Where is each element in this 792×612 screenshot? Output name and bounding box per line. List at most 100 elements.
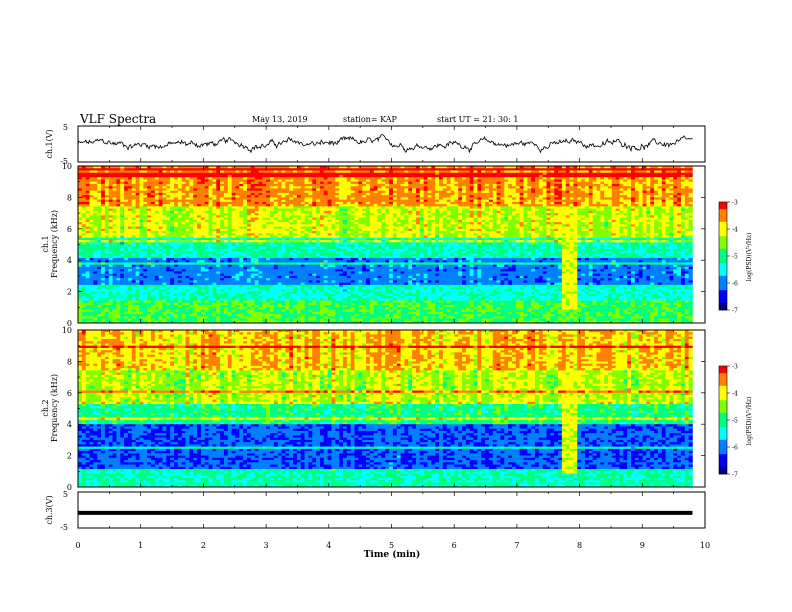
spectrogram-cell xyxy=(209,179,213,182)
spectrogram-cell xyxy=(343,170,347,173)
spectrogram-cell xyxy=(623,193,627,196)
spectrogram-cell xyxy=(408,197,412,200)
spectrogram-cell xyxy=(232,179,236,182)
spectrogram-cell xyxy=(397,188,401,191)
spectrogram-cell xyxy=(662,179,666,182)
spectrogram-cell xyxy=(86,197,90,200)
spectrogram-cell xyxy=(539,184,543,187)
spectrogram-cell xyxy=(297,179,301,182)
spectrogram-cell xyxy=(669,188,673,191)
spectrogram-cell xyxy=(608,177,612,180)
spectrogram-cell xyxy=(623,173,627,176)
spectrogram-cell xyxy=(278,191,282,194)
spectrogram-cell xyxy=(170,193,174,196)
spectrogram-cell xyxy=(466,175,470,178)
spectrogram-cell xyxy=(289,188,293,191)
spectrogram-cell xyxy=(627,177,631,180)
spectrogram-cell xyxy=(289,195,293,198)
spectrogram-cell xyxy=(596,191,600,194)
spectrogram-cell xyxy=(454,179,458,182)
spectrogram-cell xyxy=(612,184,616,187)
spectrogram-cell xyxy=(616,177,620,180)
spectrogram-cell xyxy=(646,175,650,178)
spectrogram-cell xyxy=(412,195,416,198)
spectrogram-cell xyxy=(535,186,539,189)
spectrogram-cell xyxy=(97,186,101,189)
spectrogram-cell xyxy=(585,186,589,189)
spectrogram-cell xyxy=(109,195,113,198)
spectrogram-cell xyxy=(339,188,343,191)
spectrogram-cell xyxy=(86,170,90,173)
spectrogram-cell xyxy=(477,182,481,185)
spectrogram-cell xyxy=(451,188,455,191)
spectrogram-cell xyxy=(643,188,647,191)
spectrogram-cell xyxy=(589,186,593,189)
spectrogram-cell xyxy=(282,179,286,182)
spectrogram-cell xyxy=(139,168,143,171)
spectrogram-cell xyxy=(527,184,531,187)
spectrogram-cell xyxy=(308,175,312,178)
spectrogram-cell xyxy=(366,182,370,185)
spectrogram-cell xyxy=(493,197,497,200)
spectrogram-cell xyxy=(205,173,209,176)
spectrogram-cell xyxy=(124,179,128,182)
spectrogram-cell xyxy=(86,186,90,189)
spectrogram-cell xyxy=(547,193,551,196)
spectrogram-cell xyxy=(109,182,113,185)
spectrogram-cell xyxy=(604,184,608,187)
spectrogram-cell xyxy=(362,173,366,176)
spectrogram-cell xyxy=(443,186,447,189)
spectrogram-cell xyxy=(443,182,447,185)
spectrogram-cell xyxy=(212,193,216,196)
spectrogram-cell xyxy=(339,170,343,173)
spectrogram-cell xyxy=(547,168,551,171)
spectrogram-cell xyxy=(328,175,332,178)
spectrogram-cell xyxy=(351,182,355,185)
spectrogram-cell xyxy=(474,197,478,200)
spectrogram-cell xyxy=(197,179,201,182)
spectrogram-cell xyxy=(320,197,324,200)
spectrogram-cell xyxy=(301,173,305,176)
spectrogram-cell xyxy=(627,186,631,189)
spectrogram-cell xyxy=(635,195,639,198)
spectrogram-cell xyxy=(516,191,520,194)
spectrogram-cell xyxy=(262,195,266,198)
spectrogram-cell xyxy=(170,170,174,173)
spectrogram-cell xyxy=(389,175,393,178)
spectrogram-cell xyxy=(186,170,190,173)
spectrogram-cell xyxy=(623,191,627,194)
spectrogram-cell xyxy=(531,168,535,171)
spectrogram-cell xyxy=(527,179,531,182)
spectrogram-cell xyxy=(593,173,597,176)
spectrogram-cell xyxy=(566,186,570,189)
spectrogram-cell xyxy=(136,191,140,194)
spectrogram-cell xyxy=(462,175,466,178)
spectrogram-cell xyxy=(201,195,205,198)
spectrogram-cell xyxy=(312,186,316,189)
spectrogram-cell xyxy=(293,188,297,191)
spectrogram-cell xyxy=(481,195,485,198)
spectrogram-cell xyxy=(93,186,97,189)
spectrogram-cell xyxy=(324,193,328,196)
spectrogram-cell xyxy=(427,173,431,176)
spectrogram-cell xyxy=(186,197,190,200)
spectrogram-cell xyxy=(266,175,270,178)
spectrogram-cell xyxy=(416,179,420,182)
spectrogram-cell xyxy=(393,188,397,191)
spectrogram-cell xyxy=(324,179,328,182)
spectrogram-cell xyxy=(328,184,332,187)
spectrogram-cell xyxy=(550,184,554,187)
spectrogram-cell xyxy=(78,168,82,171)
spectrogram-cell xyxy=(270,188,274,191)
spectrogram-cell xyxy=(466,186,470,189)
spectrogram-cell xyxy=(489,175,493,178)
spectrogram-cell xyxy=(689,179,693,182)
spectrogram-cell xyxy=(232,186,236,189)
spectrogram-cell xyxy=(689,175,693,178)
spectrogram-cell xyxy=(370,186,374,189)
spectrogram-cell xyxy=(485,175,489,178)
spectrogram-cell xyxy=(689,168,693,171)
spectrogram-cell xyxy=(635,184,639,187)
spectrogram-cell xyxy=(259,168,263,171)
spectrogram-cell xyxy=(143,186,147,189)
